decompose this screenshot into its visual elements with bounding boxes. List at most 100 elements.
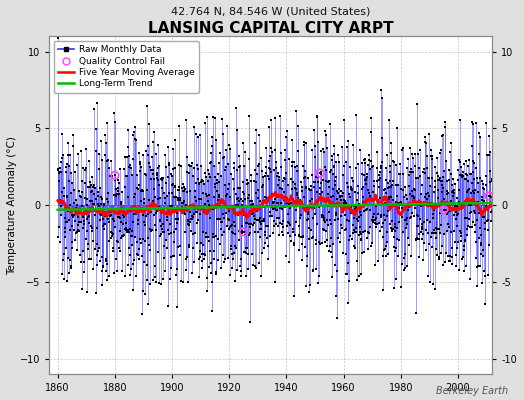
Point: [353, 197, 361, 203]
Point: [143, 186, 151, 193]
Point: [407, 166, 415, 172]
Point: [483, 217, 491, 224]
Point: [394, 182, 402, 189]
Point: [444, 177, 453, 183]
Point: [212, 271, 221, 277]
Point: [216, 150, 224, 156]
Point: [242, 220, 250, 226]
Point: [198, 258, 206, 264]
Point: [398, 214, 406, 220]
Point: [133, 239, 141, 246]
Point: [433, 252, 441, 258]
Point: [137, 188, 145, 194]
Point: [204, 197, 212, 204]
Point: [326, 121, 334, 127]
Point: [219, 155, 227, 161]
Point: [406, 168, 414, 175]
Point: [106, 235, 115, 241]
Point: [154, 165, 162, 172]
Point: [136, 161, 145, 167]
Point: [73, 202, 82, 208]
Point: [170, 194, 178, 200]
Point: [313, 221, 321, 228]
Point: [323, 145, 332, 151]
Point: [185, 209, 194, 216]
Point: [196, 132, 204, 138]
Point: [106, 209, 114, 215]
Point: [204, 238, 213, 244]
Point: [265, 124, 273, 130]
Point: [296, 215, 304, 221]
Point: [486, 192, 495, 199]
Point: [243, 220, 252, 226]
Point: [79, 248, 88, 254]
Point: [89, 184, 97, 190]
Point: [188, 160, 196, 166]
Point: [418, 182, 427, 189]
Point: [74, 222, 82, 228]
Point: [316, 148, 325, 154]
Point: [287, 200, 295, 206]
Point: [386, 162, 394, 169]
Point: [70, 200, 79, 206]
Point: [328, 157, 336, 163]
Point: [191, 193, 199, 200]
Point: [315, 197, 323, 204]
Point: [453, 212, 461, 218]
Point: [367, 158, 375, 164]
Point: [292, 190, 301, 197]
Point: [71, 169, 80, 175]
Point: [182, 202, 191, 208]
Point: [280, 195, 289, 202]
Point: [237, 272, 245, 279]
Point: [290, 159, 299, 165]
Point: [407, 169, 415, 175]
Point: [85, 212, 93, 219]
Point: [285, 259, 293, 265]
Point: [139, 188, 147, 194]
Point: [171, 164, 179, 171]
Point: [451, 252, 460, 258]
Point: [204, 167, 212, 173]
Point: [396, 186, 405, 192]
Point: [353, 276, 362, 283]
Point: [73, 227, 82, 233]
Point: [281, 176, 289, 182]
Point: [472, 255, 481, 261]
Point: [168, 173, 177, 179]
Point: [182, 116, 190, 123]
Point: [345, 233, 354, 240]
Point: [253, 203, 261, 210]
Point: [357, 236, 365, 242]
Point: [480, 214, 488, 220]
Point: [481, 220, 489, 226]
Point: [429, 201, 438, 208]
Point: [248, 201, 257, 207]
Point: [477, 194, 486, 200]
Point: [276, 193, 285, 200]
Point: [372, 195, 380, 202]
Point: [161, 194, 169, 201]
Point: [171, 184, 180, 190]
Point: [161, 164, 170, 170]
Point: [179, 188, 187, 194]
Point: [281, 134, 290, 140]
Point: [363, 235, 372, 242]
Point: [434, 177, 442, 183]
Point: [156, 217, 164, 223]
Point: [104, 156, 113, 163]
Point: [228, 228, 236, 235]
Point: [78, 178, 86, 184]
Point: [431, 178, 439, 185]
Point: [247, 178, 255, 184]
Point: [463, 226, 472, 232]
Point: [385, 193, 393, 200]
Point: [408, 188, 416, 194]
Point: [433, 186, 442, 193]
Point: [352, 112, 360, 118]
Point: [172, 220, 181, 227]
Point: [446, 253, 454, 260]
Point: [68, 179, 77, 186]
Point: [322, 132, 331, 139]
Point: [253, 171, 261, 177]
